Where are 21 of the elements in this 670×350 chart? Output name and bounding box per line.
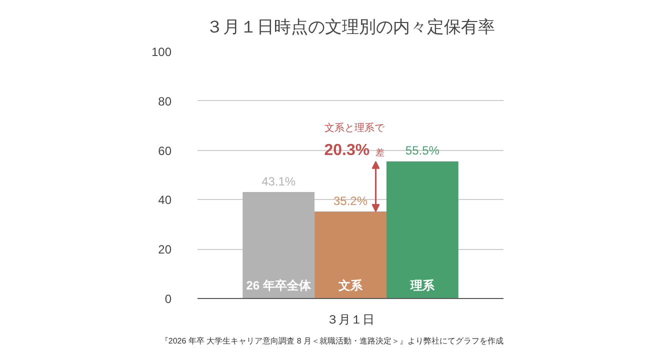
annotation: 差 <box>376 148 385 158</box>
y-tick-label: 100 <box>151 45 172 59</box>
bar <box>386 161 458 298</box>
annotation: 文系と理系で <box>324 122 386 134</box>
y-tick-label: 40 <box>158 193 172 208</box>
data-label: 43.1% <box>262 174 296 188</box>
data-label: 55.5% <box>405 144 440 158</box>
chart-title: ３月１日時点の文理別の内々定保有率 <box>206 18 495 36</box>
text: 『2026 年卒 大学生キャリア意向調査 8 月＜就職活動・進路決定＞』より弊社にてグラフを作成 <box>160 336 504 346</box>
y-tick-label: 0 <box>164 292 172 306</box>
y-tick-label: 20 <box>158 242 172 257</box>
annotation: 20.3% <box>324 142 370 159</box>
y-tick-label: 80 <box>158 94 172 108</box>
bar <box>242 192 315 298</box>
series-label: 26 年卒全体 <box>246 278 312 292</box>
bar <box>314 212 386 298</box>
y-tick-label: 60 <box>158 144 172 158</box>
series-label: 理系 <box>409 278 436 292</box>
data-label: 35.2% <box>333 194 368 208</box>
x-tick-label: ３月１日 <box>326 312 374 326</box>
series-label: 文系 <box>338 278 364 292</box>
